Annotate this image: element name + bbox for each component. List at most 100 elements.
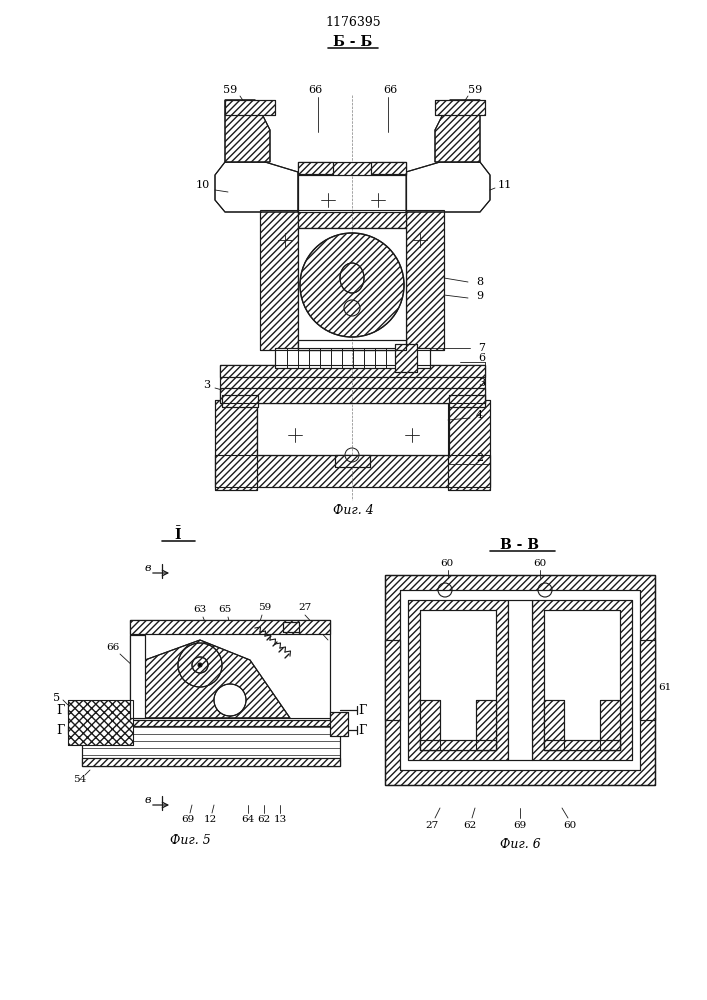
Bar bbox=[260, 210, 298, 350]
Text: 1176395: 1176395 bbox=[325, 15, 381, 28]
Bar bbox=[298, 210, 406, 228]
Text: 27: 27 bbox=[298, 603, 312, 612]
Bar bbox=[395, 344, 417, 372]
Text: 59: 59 bbox=[223, 85, 237, 95]
Text: 6: 6 bbox=[478, 353, 485, 363]
Bar bbox=[335, 455, 370, 467]
Text: 61: 61 bbox=[658, 684, 671, 692]
Bar bbox=[260, 210, 298, 350]
Text: Г: Г bbox=[358, 724, 366, 736]
Bar bbox=[130, 620, 330, 634]
Polygon shape bbox=[145, 640, 290, 718]
Bar bbox=[435, 100, 485, 115]
Bar bbox=[82, 718, 340, 766]
Bar bbox=[406, 210, 444, 350]
Bar bbox=[220, 388, 485, 403]
Bar bbox=[600, 700, 620, 750]
Text: В - В: В - В bbox=[501, 538, 539, 552]
Bar bbox=[544, 740, 620, 750]
Text: 66: 66 bbox=[106, 644, 119, 652]
Bar bbox=[215, 455, 490, 487]
Bar bbox=[385, 575, 655, 785]
Bar bbox=[420, 700, 440, 750]
Bar bbox=[298, 228, 406, 350]
Bar bbox=[222, 395, 258, 407]
Bar bbox=[420, 610, 496, 750]
Bar bbox=[395, 344, 417, 372]
Bar bbox=[532, 600, 632, 760]
Circle shape bbox=[214, 684, 246, 716]
Circle shape bbox=[198, 663, 202, 667]
Bar bbox=[544, 700, 564, 750]
Bar bbox=[283, 622, 299, 632]
Circle shape bbox=[178, 643, 222, 687]
Bar bbox=[257, 400, 449, 455]
Bar bbox=[330, 712, 348, 736]
Text: 2: 2 bbox=[476, 453, 483, 463]
Bar bbox=[385, 640, 400, 720]
Bar bbox=[82, 718, 340, 726]
Bar bbox=[371, 162, 406, 174]
Bar bbox=[298, 210, 406, 228]
Text: 7: 7 bbox=[478, 343, 485, 353]
Bar bbox=[82, 758, 340, 766]
Bar bbox=[508, 600, 532, 760]
Bar bbox=[330, 712, 348, 736]
Bar bbox=[476, 700, 496, 750]
Bar bbox=[298, 162, 333, 174]
Bar bbox=[220, 365, 485, 377]
Bar bbox=[298, 340, 406, 350]
Bar bbox=[640, 640, 655, 720]
Bar bbox=[220, 388, 485, 403]
Polygon shape bbox=[406, 162, 490, 212]
Bar bbox=[476, 700, 496, 750]
Bar bbox=[222, 395, 258, 407]
Text: 62: 62 bbox=[257, 816, 271, 824]
Text: 65: 65 bbox=[218, 605, 232, 614]
Text: 64: 64 bbox=[241, 816, 255, 824]
Bar bbox=[215, 455, 490, 487]
Bar bbox=[544, 740, 620, 750]
Text: 3: 3 bbox=[478, 378, 485, 388]
Bar bbox=[544, 610, 620, 750]
Bar bbox=[408, 600, 508, 760]
Bar bbox=[544, 700, 564, 750]
Bar bbox=[298, 162, 333, 174]
Bar bbox=[448, 400, 490, 490]
Bar bbox=[220, 365, 485, 403]
Bar bbox=[298, 162, 406, 175]
Bar bbox=[225, 100, 275, 115]
Bar bbox=[283, 622, 299, 632]
Text: 60: 60 bbox=[440, 558, 454, 568]
Bar bbox=[406, 210, 444, 350]
Bar bbox=[449, 395, 485, 407]
Bar bbox=[448, 400, 490, 490]
Polygon shape bbox=[435, 100, 480, 162]
Bar bbox=[275, 348, 430, 368]
Text: 60: 60 bbox=[563, 820, 577, 830]
Bar bbox=[371, 162, 406, 174]
Text: в: в bbox=[145, 795, 151, 805]
Bar bbox=[532, 600, 632, 760]
Bar bbox=[257, 400, 449, 455]
Text: 10: 10 bbox=[196, 180, 210, 190]
Bar bbox=[82, 718, 340, 766]
Bar bbox=[68, 700, 133, 745]
Text: 66: 66 bbox=[383, 85, 397, 95]
Text: 63: 63 bbox=[194, 605, 206, 614]
Bar bbox=[298, 172, 406, 212]
Text: 27: 27 bbox=[426, 820, 438, 830]
Bar bbox=[420, 700, 440, 750]
Bar bbox=[220, 365, 485, 377]
Bar bbox=[275, 348, 430, 368]
Text: 5: 5 bbox=[53, 693, 60, 703]
Text: 59: 59 bbox=[468, 85, 482, 95]
Polygon shape bbox=[225, 100, 270, 162]
Text: 69: 69 bbox=[182, 816, 194, 824]
Text: 59: 59 bbox=[258, 603, 271, 612]
Bar bbox=[298, 172, 406, 212]
Bar bbox=[82, 758, 340, 766]
Text: Ī: Ī bbox=[175, 528, 181, 542]
Text: 4: 4 bbox=[476, 410, 483, 420]
Bar bbox=[220, 365, 485, 403]
